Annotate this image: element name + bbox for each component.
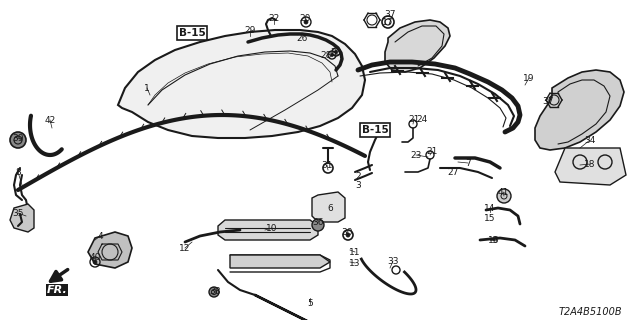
Text: 11: 11 xyxy=(349,247,361,257)
Text: 15: 15 xyxy=(484,213,496,222)
Text: 19: 19 xyxy=(524,74,535,83)
Circle shape xyxy=(497,189,511,203)
Circle shape xyxy=(93,260,97,264)
Circle shape xyxy=(10,132,26,148)
Text: 21: 21 xyxy=(408,115,420,124)
Polygon shape xyxy=(535,70,624,150)
Text: 38: 38 xyxy=(209,287,221,297)
Polygon shape xyxy=(88,232,132,268)
Text: 41: 41 xyxy=(497,188,509,196)
Text: 23: 23 xyxy=(410,150,422,159)
Text: 25: 25 xyxy=(374,123,386,132)
Text: 3: 3 xyxy=(355,180,361,189)
Text: 40: 40 xyxy=(90,253,100,262)
Text: 22: 22 xyxy=(268,13,280,22)
Text: 7: 7 xyxy=(465,158,471,167)
Text: 42: 42 xyxy=(44,116,56,124)
Polygon shape xyxy=(230,255,330,268)
Text: 17: 17 xyxy=(382,18,394,27)
Circle shape xyxy=(330,53,333,57)
Text: 4: 4 xyxy=(97,231,103,241)
Text: 37: 37 xyxy=(542,97,554,106)
Text: 13: 13 xyxy=(349,259,361,268)
Text: B-15: B-15 xyxy=(362,125,388,135)
Text: 33: 33 xyxy=(387,257,399,266)
Text: 6: 6 xyxy=(327,204,333,212)
Text: FR.: FR. xyxy=(47,285,67,295)
Polygon shape xyxy=(385,20,450,72)
Text: 24: 24 xyxy=(417,115,428,124)
Circle shape xyxy=(304,20,308,24)
Text: 14: 14 xyxy=(484,204,496,212)
Text: 26: 26 xyxy=(296,34,308,43)
Text: 18: 18 xyxy=(584,159,596,169)
Circle shape xyxy=(312,219,324,231)
Text: 1: 1 xyxy=(144,84,150,92)
Text: 9: 9 xyxy=(491,236,497,244)
Text: 5: 5 xyxy=(307,300,313,308)
Text: 29: 29 xyxy=(244,26,256,35)
Text: 20: 20 xyxy=(300,13,310,22)
Text: T2A4B5100B: T2A4B5100B xyxy=(558,307,622,317)
Text: 10: 10 xyxy=(266,223,278,233)
Text: 12: 12 xyxy=(179,244,191,252)
Polygon shape xyxy=(555,148,626,185)
Text: 21: 21 xyxy=(426,147,438,156)
Polygon shape xyxy=(118,30,365,138)
Text: 16: 16 xyxy=(488,236,500,244)
Polygon shape xyxy=(312,192,345,222)
Text: 28: 28 xyxy=(320,51,332,60)
Circle shape xyxy=(335,51,337,53)
Text: 8: 8 xyxy=(15,167,21,177)
Circle shape xyxy=(209,287,219,297)
Text: B-15: B-15 xyxy=(179,28,205,38)
Polygon shape xyxy=(218,220,318,240)
Text: 35: 35 xyxy=(12,209,24,218)
Text: 30: 30 xyxy=(341,228,353,236)
Text: 34: 34 xyxy=(584,135,596,145)
Text: 31: 31 xyxy=(321,161,333,170)
Text: 27: 27 xyxy=(447,167,459,177)
Circle shape xyxy=(346,233,350,237)
Text: 37: 37 xyxy=(384,10,396,19)
Polygon shape xyxy=(10,204,34,232)
Text: 20: 20 xyxy=(330,47,342,57)
Text: 2: 2 xyxy=(355,172,361,180)
Text: 39: 39 xyxy=(12,133,24,142)
Text: 36: 36 xyxy=(312,218,324,227)
